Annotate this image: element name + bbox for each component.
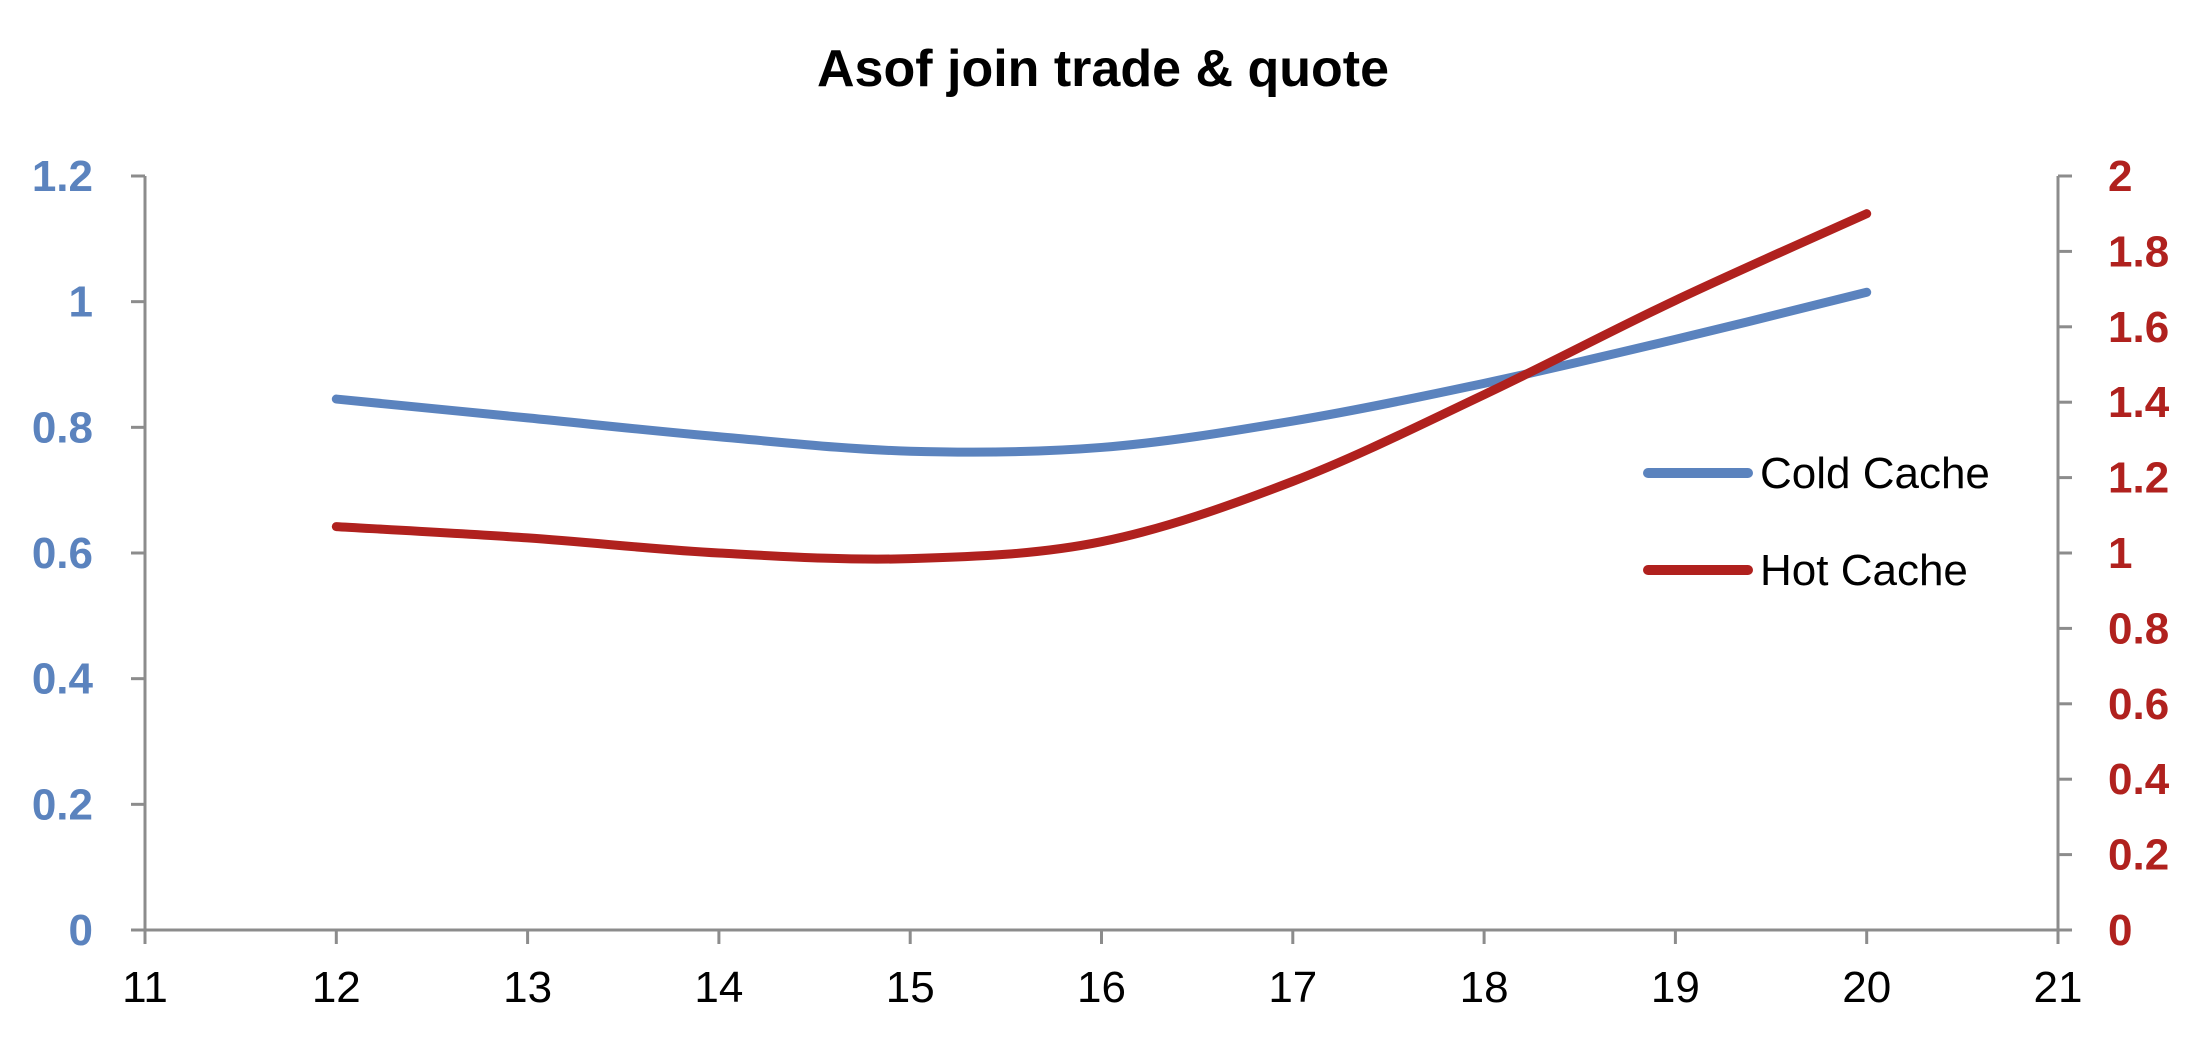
- x-tick-label: 12: [312, 963, 361, 1012]
- right-y-tick-label: 0.4: [2108, 755, 2170, 804]
- left-y-tick-label: 0.6: [32, 529, 93, 578]
- left-y-axis-ticks: 0 0.2 0.4 0.6 0.8 1 1.2: [32, 152, 145, 955]
- x-tick-label: 20: [1842, 963, 1891, 1012]
- right-y-tick-label: 2: [2108, 152, 2132, 201]
- x-tick-label: 19: [1651, 963, 1700, 1012]
- left-y-tick-label: 1.2: [32, 152, 93, 201]
- right-y-tick-label: 1.6: [2108, 303, 2169, 352]
- right-y-tick-label: 1.2: [2108, 454, 2169, 503]
- x-tick-label: 13: [503, 963, 552, 1012]
- legend-label-cold-cache: Cold Cache: [1760, 449, 1990, 498]
- legend-label-hot-cache: Hot Cache: [1760, 546, 1968, 595]
- x-tick-label: 18: [1460, 963, 1509, 1012]
- left-y-tick-label: 0: [69, 906, 93, 955]
- left-y-tick-label: 0.8: [32, 403, 93, 452]
- x-tick-label: 15: [886, 963, 935, 1012]
- right-y-tick-label: 0.6: [2108, 680, 2169, 729]
- x-tick-label: 16: [1077, 963, 1126, 1012]
- series-line-cold-cache: [331, 287, 1872, 457]
- x-tick-label: 17: [1268, 963, 1317, 1012]
- chart-title: Asof join trade & quote: [817, 40, 1389, 98]
- right-y-tick-label: 0: [2108, 906, 2132, 955]
- right-y-tick-label: 1: [2108, 529, 2132, 578]
- left-y-tick-label: 0.2: [32, 780, 93, 829]
- left-y-tick-label: 1: [69, 278, 93, 327]
- right-y-axis-ticks: 0 0.2 0.4 0.6 0.8 1 1.2 1.4 1.6 1.8 2: [2058, 152, 2170, 955]
- x-tick-label: 21: [2034, 963, 2083, 1012]
- right-y-tick-label: 1.4: [2108, 378, 2170, 427]
- right-y-tick-label: 1.8: [2108, 227, 2169, 276]
- x-tick-label: 11: [122, 963, 168, 1012]
- series-group: [331, 209, 1872, 564]
- series-line-hot-cache: [331, 209, 1872, 564]
- right-y-tick-label: 0.8: [2108, 604, 2169, 653]
- legend: Cold Cache Hot Cache: [1643, 449, 1990, 595]
- x-axis-ticks: 11 12 13 14 15 16 17 18 19 20 21: [122, 930, 2082, 1012]
- right-y-tick-label: 0.2: [2108, 831, 2169, 880]
- x-tick-label: 14: [694, 963, 743, 1012]
- left-y-tick-label: 0.4: [32, 655, 94, 704]
